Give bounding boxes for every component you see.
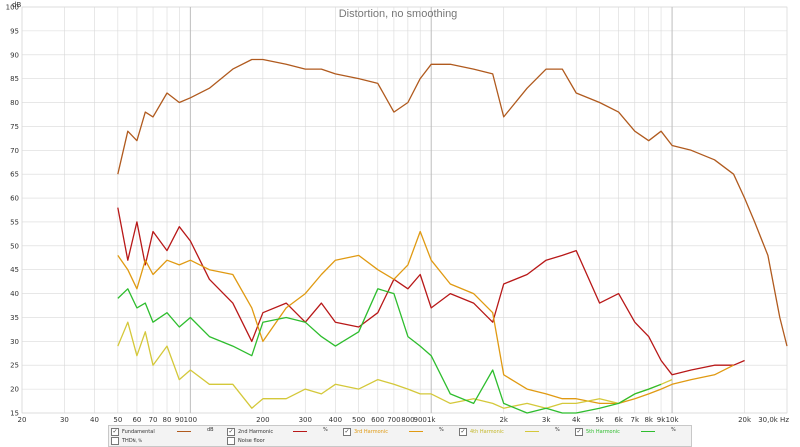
series-line-3rd-harmonic <box>117 230 734 405</box>
x-tick-label: 600 <box>371 416 384 424</box>
legend-label: 3rd Harmonic <box>354 428 388 435</box>
x-tick-label: 1k <box>427 416 436 424</box>
legend-unit: % <box>439 427 444 433</box>
series-line-fundamental <box>117 58 788 347</box>
x-unit-label: 30,0k Hz <box>758 416 789 424</box>
x-tick-label: 100 <box>184 416 197 424</box>
y-tick-label: 80 <box>10 99 19 107</box>
legend-label: Noise floor <box>238 437 265 444</box>
y-tick-label: 90 <box>10 51 19 59</box>
y-tick-label: 40 <box>10 290 19 298</box>
x-tick-label: 200 <box>256 416 269 424</box>
series-line-2nd-harmonic <box>117 207 745 376</box>
legend-checkbox[interactable]: ✓ <box>575 427 583 436</box>
x-tick-label: 6k <box>614 416 623 424</box>
series-line-4th-harmonic <box>117 321 673 409</box>
legend-item-5th-harmonic[interactable]: ✓ 5th Harmonic <box>575 427 620 436</box>
x-tick-label: 10k <box>666 416 680 424</box>
x-tick-label: 400 <box>329 416 342 424</box>
y-tick-label: 95 <box>10 27 19 35</box>
legend-item-thd[interactable]: THD N, % <box>111 436 142 445</box>
y-tick-label: 55 <box>10 218 19 226</box>
plot-area <box>21 6 788 414</box>
x-tick-label: 700 <box>387 416 400 424</box>
legend-row-main: ✓ Fundamental dB ✓ 2nd Harmonic % ✓ 3rd … <box>109 427 691 436</box>
legend-label: 5th Harmonic <box>586 428 620 435</box>
x-tick-label: 60 <box>132 416 141 424</box>
x-tick-label: 50 <box>113 416 122 424</box>
legend-swatch-fundamental <box>177 431 191 432</box>
legend-checkbox[interactable]: ✓ <box>459 427 467 436</box>
y-tick-label: 65 <box>10 171 19 179</box>
y-tick-label: 45 <box>10 266 19 274</box>
series-line-5th-harmonic <box>117 288 662 414</box>
y-tick-label: 70 <box>10 147 19 155</box>
x-axis-ticks: 20 30 40 50 60 70 80 90 100 200 300 400 500 600 700 800… <box>18 416 790 424</box>
y-tick-label: 15 <box>10 410 19 418</box>
legend-label-sub: N, % <box>132 438 143 443</box>
legend-swatch-2nd-harmonic <box>293 431 307 432</box>
x-tick-label: 40 <box>90 416 99 424</box>
x-tick-label: 500 <box>352 416 365 424</box>
legend-swatch-5th-harmonic <box>641 431 655 432</box>
x-tick-label: 9k <box>657 416 666 424</box>
y-tick-label: 60 <box>10 195 19 203</box>
legend-unit: % <box>671 427 676 433</box>
legend-item-4th-harmonic[interactable]: ✓ 4th Harmonic <box>459 427 504 436</box>
legend-row-extra: THD N, % Noise floor <box>109 436 691 445</box>
legend-item-fundamental[interactable]: ✓ Fundamental <box>111 427 155 436</box>
x-tick-label: 70 <box>149 416 158 424</box>
legend-checkbox[interactable] <box>111 436 119 445</box>
y-tick-label: 35 <box>10 314 19 322</box>
x-tick-label: 900 <box>414 416 427 424</box>
y-tick-label: 25 <box>10 362 19 370</box>
x-tick-label: 90 <box>175 416 184 424</box>
x-tick-label: 5k <box>595 416 604 424</box>
x-tick-label: 30 <box>60 416 69 424</box>
legend-item-2nd-harmonic[interactable]: ✓ 2nd Harmonic <box>227 427 273 436</box>
legend-item-3rd-harmonic[interactable]: ✓ 3rd Harmonic <box>343 427 388 436</box>
legend: ✓ Fundamental dB ✓ 2nd Harmonic % ✓ 3rd … <box>108 425 692 447</box>
x-tick-label: 4k <box>572 416 581 424</box>
legend-label: THD <box>122 437 133 444</box>
legend-unit: % <box>323 427 328 433</box>
x-tick-label: 80 <box>163 416 172 424</box>
y-tick-label: 50 <box>10 242 19 250</box>
series-lines <box>117 58 788 414</box>
legend-checkbox[interactable] <box>227 436 235 445</box>
y-tick-label: 75 <box>10 123 19 131</box>
x-tick-label: 8k <box>644 416 653 424</box>
legend-checkbox[interactable]: ✓ <box>227 427 235 436</box>
y-tick-label: 100 <box>6 4 19 12</box>
legend-label: 4th Harmonic <box>470 428 504 435</box>
legend-label: Fundamental <box>122 428 155 435</box>
x-tick-label: 20k <box>738 416 752 424</box>
y-tick-label: 20 <box>10 386 19 394</box>
x-tick-label: 800 <box>401 416 414 424</box>
x-tick-label: 7k <box>631 416 640 424</box>
legend-unit: dB <box>207 427 214 433</box>
y-unit-label: dB <box>12 1 21 9</box>
x-tick-label: 20 <box>18 416 27 424</box>
legend-item-noise-floor[interactable]: Noise floor <box>227 436 265 445</box>
legend-checkbox[interactable]: ✓ <box>343 427 351 436</box>
x-tick-label: 2k <box>499 416 508 424</box>
legend-label: 2nd Harmonic <box>238 428 274 435</box>
legend-swatch-4th-harmonic <box>525 431 539 432</box>
legend-swatch-3rd-harmonic <box>409 431 423 432</box>
y-tick-label: 30 <box>10 338 19 346</box>
y-tick-label: 85 <box>10 75 19 83</box>
chart-title: Distortion, no smoothing <box>339 8 458 20</box>
legend-checkbox[interactable]: ✓ <box>111 427 119 436</box>
legend-unit: % <box>555 427 560 433</box>
x-tick-label: 3k <box>542 416 551 424</box>
y-axis-ticks: 15 20 25 30 35 40 45 50 55 60 65 70 75 80 85 90 95 100 <box>6 4 19 418</box>
x-tick-label: 300 <box>299 416 312 424</box>
grid <box>21 6 787 414</box>
